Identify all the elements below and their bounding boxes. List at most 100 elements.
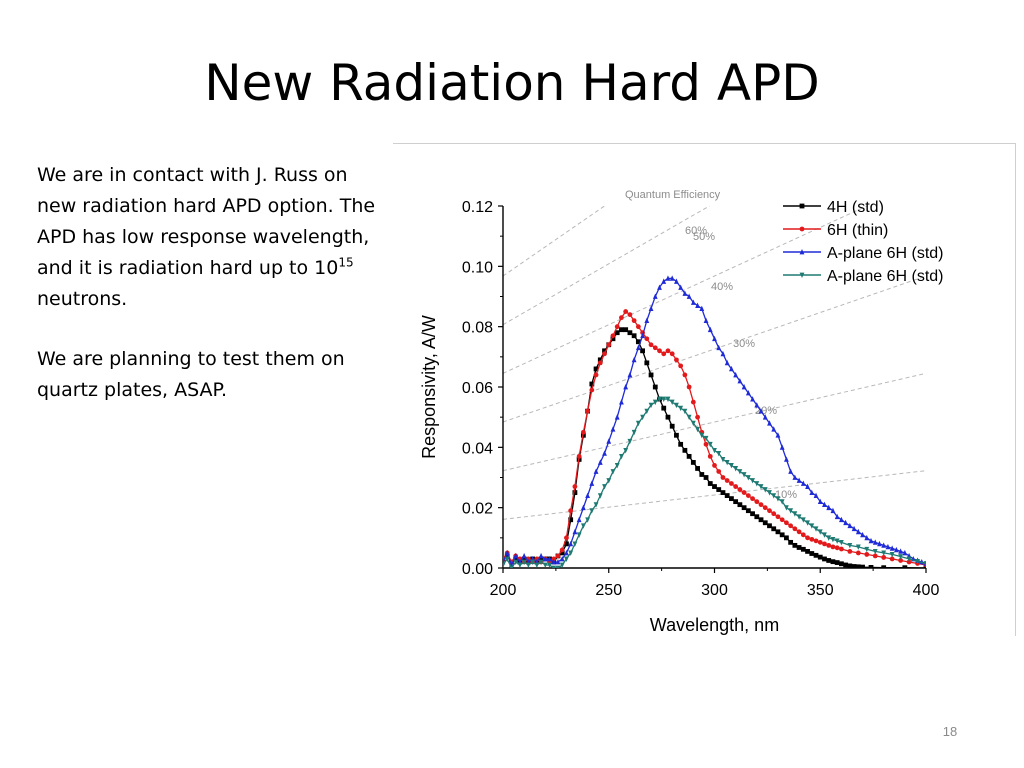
series-0-point-36 bbox=[652, 384, 658, 390]
series-3-point-27 bbox=[614, 463, 620, 469]
y-tick-label-0: 0.00 bbox=[462, 561, 493, 578]
paragraph-1-end: neutrons. bbox=[37, 288, 128, 310]
responsivity-chart: 60%50% 40% 30% 20% 10% Quantum Efficiency 0.0… bbox=[419, 189, 944, 635]
series-0-point-44 bbox=[686, 453, 692, 459]
series-2-point-76 bbox=[822, 501, 827, 508]
series-2-point-64 bbox=[771, 426, 777, 432]
series-2-point-83 bbox=[851, 525, 857, 532]
series-2-point-1 bbox=[504, 549, 510, 556]
series-2-point-94 bbox=[898, 548, 904, 554]
series-3-point-9 bbox=[538, 559, 544, 565]
series-2-point-67 bbox=[784, 456, 789, 462]
series-1-point-49 bbox=[707, 453, 713, 459]
series-2-point-70 bbox=[796, 477, 802, 483]
series-3-point-23 bbox=[597, 493, 603, 499]
series-1-point-65 bbox=[775, 514, 781, 520]
series-2-point-30 bbox=[627, 371, 633, 378]
series-3-point-59 bbox=[750, 478, 755, 484]
series-3-point-81 bbox=[847, 542, 853, 549]
series-2-point-33 bbox=[640, 332, 645, 339]
series-2-point-23 bbox=[597, 459, 603, 465]
series-2-point-16 bbox=[568, 540, 574, 547]
series-3-point-87 bbox=[898, 554, 904, 560]
y-axis-label: Responsivity, A/W bbox=[419, 315, 439, 459]
series-3-point-46 bbox=[695, 426, 700, 433]
series-2-point-50 bbox=[712, 335, 717, 342]
series-3-point-36 bbox=[652, 399, 658, 406]
series-3-point-83 bbox=[864, 546, 870, 553]
series-3-point-8 bbox=[534, 562, 540, 568]
legend-entry-3: A-plane 6H (std) bbox=[827, 268, 944, 285]
series-2-point-25 bbox=[606, 438, 612, 444]
series-2-point-81 bbox=[843, 519, 849, 526]
series-3-point-13 bbox=[555, 565, 561, 568]
series-2-point-80 bbox=[839, 516, 844, 523]
series-3-point-64 bbox=[771, 493, 777, 499]
series-0-point-29 bbox=[623, 327, 629, 333]
series-3-point-28 bbox=[619, 453, 624, 460]
series-2-point-60 bbox=[754, 402, 760, 408]
series-1-point-13 bbox=[555, 553, 561, 559]
series-2-point-56 bbox=[737, 377, 743, 384]
series-3-point-90 bbox=[923, 561, 926, 567]
series-3-point-68 bbox=[788, 508, 794, 514]
series-0-point-80 bbox=[839, 561, 844, 567]
qe-line-0 bbox=[503, 206, 606, 277]
series-3-point-2 bbox=[509, 565, 514, 568]
series-0-point-14 bbox=[559, 550, 565, 556]
series-1-point-24 bbox=[602, 351, 607, 357]
series-0-point-61 bbox=[758, 517, 764, 523]
series-0-point-63 bbox=[767, 523, 772, 529]
qe-label-2: 40% bbox=[711, 281, 733, 293]
series-2-point-38 bbox=[661, 278, 667, 284]
series-2-point-18 bbox=[576, 516, 582, 523]
series-1-point-56 bbox=[737, 487, 743, 492]
series-3-point-6 bbox=[525, 562, 531, 568]
series-2-point-5 bbox=[521, 552, 527, 559]
series-2-point-87 bbox=[868, 537, 874, 544]
series-2-point-89 bbox=[877, 540, 882, 547]
series-0-point-28 bbox=[619, 327, 624, 333]
series-3-point-19 bbox=[580, 523, 586, 529]
series-1-point-60 bbox=[754, 499, 760, 505]
series-3-point-47 bbox=[699, 432, 705, 439]
series-1-point-26 bbox=[610, 333, 616, 339]
series-2 bbox=[503, 275, 926, 568]
series-0-point-68 bbox=[788, 539, 794, 545]
series-0-point-24 bbox=[602, 348, 607, 354]
series-1-point-21 bbox=[589, 387, 595, 393]
series-0-point-35 bbox=[648, 372, 654, 378]
series-3-point-35 bbox=[648, 402, 654, 409]
series-0-point-72 bbox=[805, 549, 810, 554]
series-2-point-82 bbox=[847, 522, 853, 529]
series-0-point-22 bbox=[593, 366, 599, 372]
series-3-point-24 bbox=[602, 484, 607, 490]
series-1-point-31 bbox=[631, 318, 637, 324]
series-1-point-85 bbox=[881, 555, 887, 560]
qe-label-3: 30% bbox=[733, 338, 755, 350]
series-0-point-39 bbox=[665, 414, 671, 420]
series-2-point-12 bbox=[551, 558, 557, 565]
series-2-point-3 bbox=[513, 552, 519, 559]
paragraph-1-main: We are in contact with J. Russ on new ra… bbox=[37, 164, 376, 279]
series-3-point-38 bbox=[661, 396, 667, 403]
qe-label-4: 20% bbox=[755, 405, 777, 417]
series-3-point-60 bbox=[754, 481, 760, 487]
series-1-point-53 bbox=[724, 478, 730, 483]
series-0-point-75 bbox=[817, 554, 823, 560]
series-0-point-69 bbox=[792, 542, 798, 548]
series-2-point-73 bbox=[809, 489, 815, 495]
series-1-point-41 bbox=[674, 357, 679, 363]
legend-entry-0: 4H (std) bbox=[827, 199, 884, 216]
y-tick-label-6: 0.12 bbox=[462, 199, 493, 216]
series-1-point-75 bbox=[817, 539, 823, 545]
chart-frame: 60% 50% 40% 30% 20% 10% Quantum Efficiency 0.0… bbox=[393, 143, 1016, 636]
series-1-point-12 bbox=[551, 556, 557, 562]
series-2-point-41 bbox=[674, 278, 679, 284]
series-1-point-37 bbox=[657, 348, 662, 354]
series-3 bbox=[503, 396, 926, 568]
series-1-point-17 bbox=[572, 484, 578, 489]
series-1-point-18 bbox=[576, 453, 582, 459]
series-3-point-5 bbox=[521, 559, 527, 565]
x-tick-label-1: 250 bbox=[595, 582, 622, 599]
